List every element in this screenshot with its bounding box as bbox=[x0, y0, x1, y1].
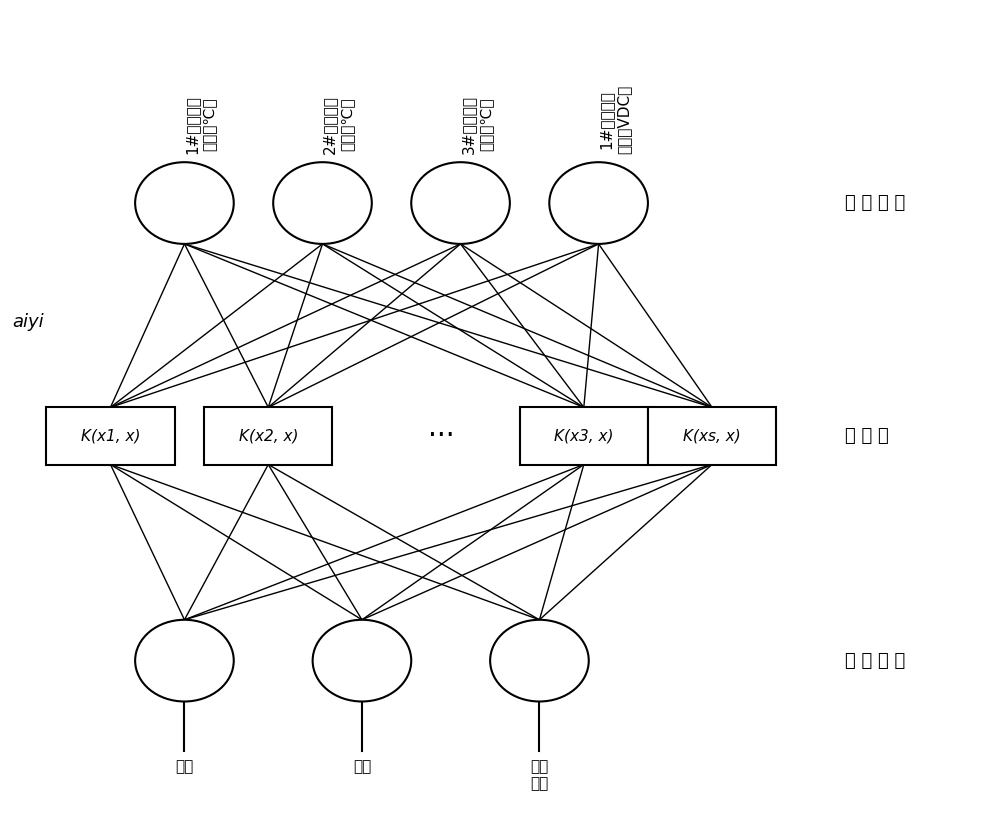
Text: 叶轮
转速: 叶轮 转速 bbox=[530, 759, 549, 791]
FancyBboxPatch shape bbox=[204, 407, 332, 465]
Text: ···: ··· bbox=[428, 422, 454, 450]
FancyBboxPatch shape bbox=[648, 407, 776, 465]
Text: K(x1, x): K(x1, x) bbox=[81, 429, 140, 444]
Text: K(x2, x): K(x2, x) bbox=[239, 429, 298, 444]
Circle shape bbox=[313, 620, 411, 701]
FancyBboxPatch shape bbox=[46, 407, 175, 465]
Text: 3#变桨电机
温度（℃）: 3#变桨电机 温度（℃） bbox=[461, 95, 493, 154]
FancyBboxPatch shape bbox=[520, 407, 648, 465]
Text: 功率: 功率 bbox=[353, 759, 371, 774]
Text: 风速: 风速 bbox=[175, 759, 194, 774]
Text: aiyi: aiyi bbox=[12, 312, 44, 331]
Text: 2#变桨电机
温度（℃）: 2#变桨电机 温度（℃） bbox=[322, 95, 355, 154]
Text: 输 入 向 量: 输 入 向 量 bbox=[845, 652, 905, 670]
Circle shape bbox=[135, 162, 234, 244]
Circle shape bbox=[411, 162, 510, 244]
Text: K(xs, x): K(xs, x) bbox=[683, 429, 741, 444]
Text: 输 出 向 量: 输 出 向 量 bbox=[845, 194, 905, 212]
Circle shape bbox=[135, 620, 234, 701]
Text: K(x3, x): K(x3, x) bbox=[554, 429, 614, 444]
Text: 1#变桨电机
温度（℃）: 1#变桨电机 温度（℃） bbox=[184, 95, 217, 154]
Circle shape bbox=[490, 620, 589, 701]
Circle shape bbox=[549, 162, 648, 244]
Circle shape bbox=[273, 162, 372, 244]
Text: 核 函 数: 核 函 数 bbox=[845, 427, 889, 445]
Text: 1#变桨电容
电压（VDC）: 1#变桨电容 电压（VDC） bbox=[599, 85, 631, 154]
